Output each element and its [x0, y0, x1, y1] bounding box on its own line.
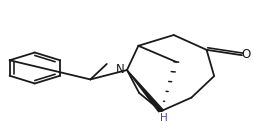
Polygon shape — [127, 70, 164, 112]
Text: H: H — [160, 113, 168, 123]
Text: O: O — [242, 48, 251, 61]
Text: N: N — [116, 63, 124, 76]
